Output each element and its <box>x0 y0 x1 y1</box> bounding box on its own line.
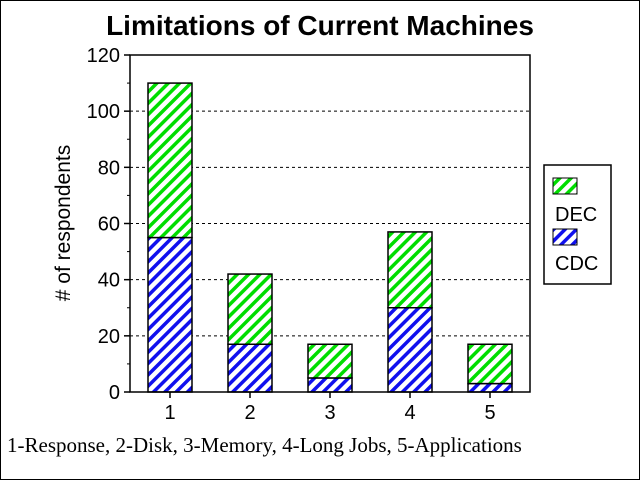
y-tick-label: 100 <box>87 101 120 123</box>
y-axis-label: # of respondents <box>52 145 75 301</box>
bar-dec-5 <box>467 343 513 385</box>
x-tick-label: 3 <box>324 402 335 424</box>
bar-dec-1 <box>147 82 193 239</box>
bar-cdc-5 <box>467 382 513 393</box>
bar-cdc-3 <box>307 377 353 393</box>
y-tick-label: 60 <box>98 214 120 236</box>
x-tick-label: 2 <box>244 402 255 424</box>
grid-lines <box>130 110 530 337</box>
x-tick-label: 5 <box>484 402 495 424</box>
legend: DEC CDC <box>543 164 612 285</box>
bar-dec-2 <box>227 273 273 346</box>
legend-swatch-cdc <box>552 228 578 246</box>
chart-title: Limitations of Current Machines <box>106 10 534 41</box>
axes <box>124 54 531 398</box>
legend-label-dec: DEC <box>555 204 597 226</box>
x-tick-label: 4 <box>404 402 415 424</box>
bar-dec-4 <box>387 231 433 309</box>
y-tick-label: 40 <box>98 270 120 292</box>
category-caption: 1-Response, 2-Disk, 3-Memory, 4-Long Job… <box>7 433 522 457</box>
bar-dec-3 <box>307 343 353 379</box>
bars <box>147 82 513 393</box>
y-tick-label: 0 <box>109 382 120 404</box>
bar-cdc-4 <box>387 307 433 393</box>
y-tick-label: 80 <box>98 157 120 179</box>
y-tick-label: 120 <box>87 45 120 67</box>
x-tick-label: 1 <box>164 402 175 424</box>
plot-area-border <box>129 54 531 393</box>
y-tick-label: 20 <box>98 326 120 348</box>
tick-labels: 0 20 40 60 80 100 120 1 2 3 4 5 <box>87 45 496 424</box>
legend-label-cdc: CDC <box>555 253 598 275</box>
bar-cdc-1 <box>147 236 193 393</box>
legend-swatch-dec <box>552 177 578 195</box>
bar-cdc-2 <box>227 343 273 393</box>
